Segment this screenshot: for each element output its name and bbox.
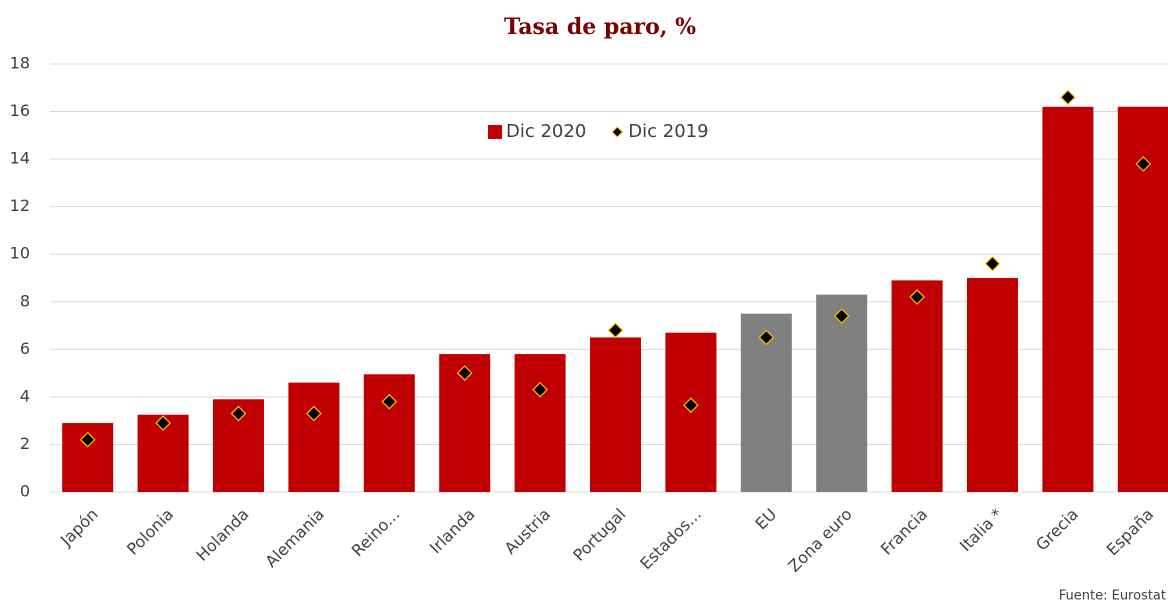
marker xyxy=(909,289,925,305)
x-tick-label: Polonia xyxy=(123,505,177,559)
x-tick-label: Alemania xyxy=(261,505,327,571)
x-tick-label: EU xyxy=(751,505,780,534)
bar xyxy=(967,278,1018,492)
y-tick-label: 2 xyxy=(20,434,30,453)
chart-title: Tasa de paro, % xyxy=(504,14,696,40)
legend-label: Dic 2019 xyxy=(628,121,708,142)
marker xyxy=(683,397,699,414)
legend-swatch xyxy=(488,125,502,139)
marker xyxy=(79,431,96,448)
y-tick-label: 10 xyxy=(10,244,30,263)
marker xyxy=(230,405,247,422)
y-tick-label: 0 xyxy=(20,482,30,501)
bar xyxy=(1042,106,1094,493)
marker xyxy=(381,393,398,410)
marker xyxy=(758,329,775,346)
marker xyxy=(456,365,473,381)
marker xyxy=(607,322,624,339)
y-tick-label: 16 xyxy=(10,101,30,120)
x-tick-label: Francia xyxy=(877,505,931,559)
legend-label: Dic 2020 xyxy=(506,121,586,142)
bar xyxy=(816,294,868,492)
marker xyxy=(532,381,548,398)
x-tick-label: Portugal xyxy=(569,505,629,565)
source: Fuente: Eurostat xyxy=(1059,589,1166,603)
x-tick-label: Zona euro xyxy=(784,505,855,576)
marker xyxy=(1060,89,1076,106)
y-tick-label: 14 xyxy=(10,149,30,168)
marker xyxy=(306,405,322,422)
bar xyxy=(590,337,641,492)
marker xyxy=(984,255,1001,272)
y-tick-label: 6 xyxy=(20,339,30,358)
legend-swatch xyxy=(611,126,624,138)
x-tick-label: Reino... xyxy=(348,505,404,561)
y-tick-label: 4 xyxy=(20,386,30,405)
x-tick-label: Grecia xyxy=(1032,505,1082,555)
y-tick-label: 8 xyxy=(20,291,30,310)
bar xyxy=(363,374,415,492)
x-tick-label: Italia * xyxy=(956,505,1007,556)
x-tick-label: Japón xyxy=(56,505,102,551)
y-tick-label: 18 xyxy=(10,54,30,73)
x-tick-label: Irlanda xyxy=(426,505,479,558)
bar xyxy=(514,354,566,492)
x-tick-label: España xyxy=(1103,505,1158,560)
bar xyxy=(288,382,340,492)
x-tick-label: Austria xyxy=(501,505,554,558)
x-tick-label: Estados... xyxy=(636,505,705,574)
marker xyxy=(155,415,171,431)
y-tick-label: 12 xyxy=(10,196,30,215)
marker xyxy=(1135,156,1152,172)
bar xyxy=(891,280,943,492)
marker xyxy=(833,308,850,324)
x-tick-label: Holanda xyxy=(192,505,252,565)
